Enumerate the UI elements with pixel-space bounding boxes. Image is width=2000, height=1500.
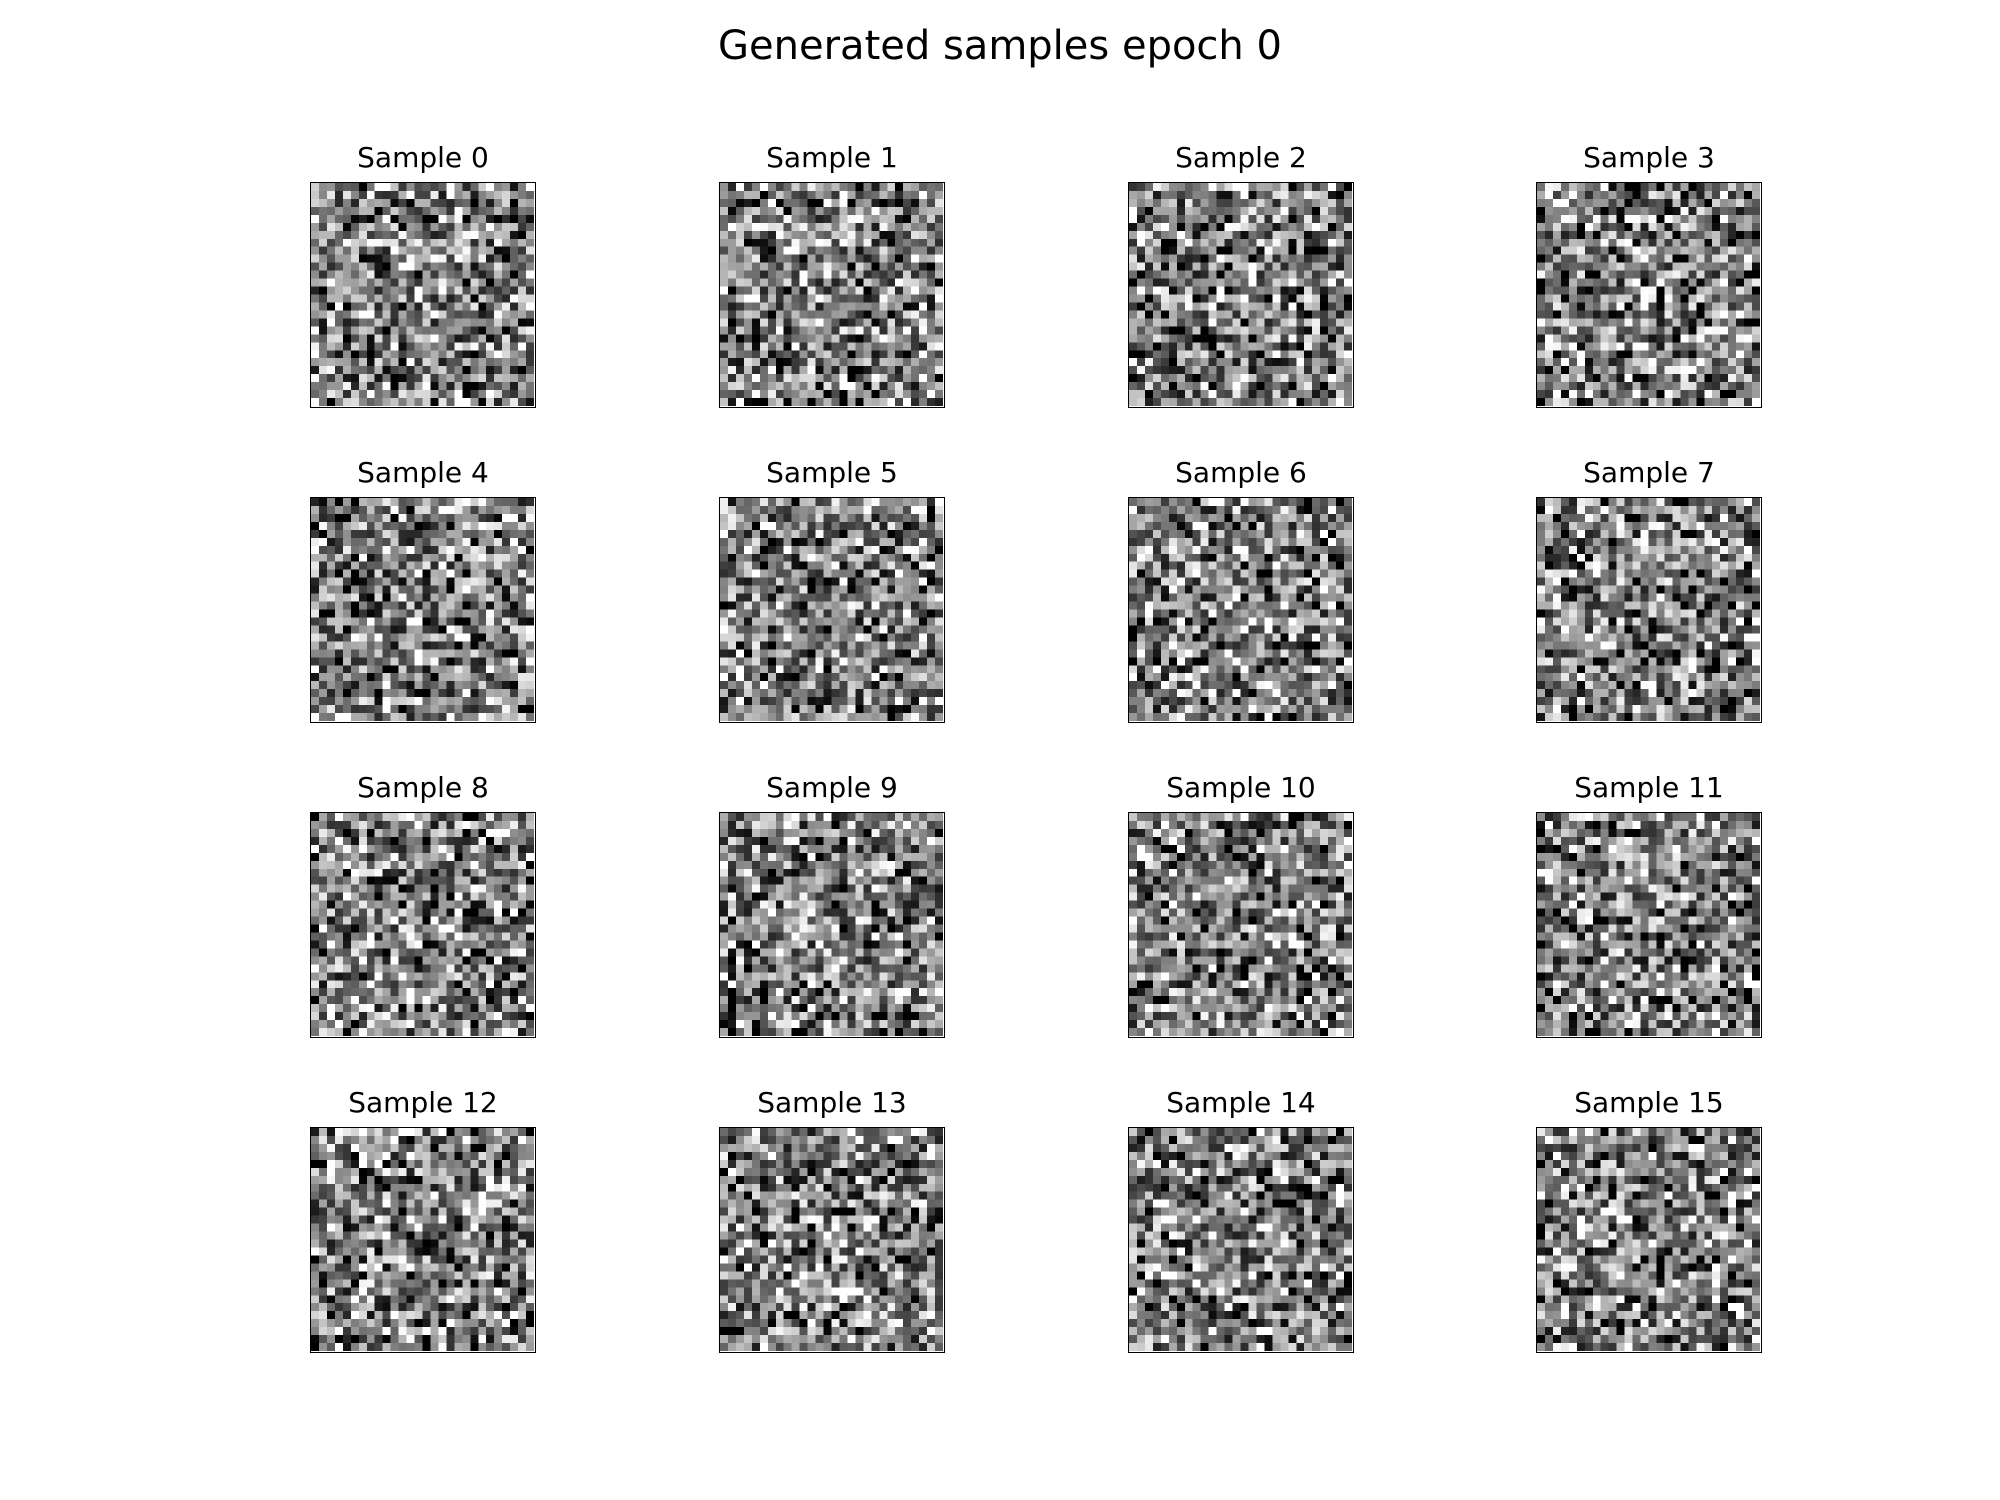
noise-image — [1129, 498, 1352, 721]
sample-title: Sample 5 — [766, 456, 898, 489]
sample-image — [1128, 497, 1354, 723]
sample-image — [1536, 812, 1762, 1038]
sample-image — [1128, 812, 1354, 1038]
sample-image — [719, 812, 945, 1038]
sample-image — [1536, 182, 1762, 408]
sample-title: Sample 9 — [766, 771, 898, 804]
sample-title: Sample 10 — [1166, 771, 1316, 804]
noise-image — [1129, 813, 1352, 1036]
sample-title: Sample 13 — [757, 1086, 907, 1119]
noise-image — [720, 813, 943, 1036]
noise-image — [1537, 498, 1760, 721]
sample-image — [719, 497, 945, 723]
noise-image — [720, 498, 943, 721]
noise-image — [311, 1128, 534, 1351]
sample-title: Sample 0 — [357, 141, 489, 174]
sample-image — [1536, 497, 1762, 723]
sample-title: Sample 7 — [1583, 456, 1715, 489]
sample-title: Sample 6 — [1175, 456, 1307, 489]
noise-image — [1537, 813, 1760, 1036]
sample-title: Sample 3 — [1583, 141, 1715, 174]
noise-image — [1537, 183, 1760, 406]
sample-title: Sample 15 — [1574, 1086, 1724, 1119]
sample-image — [719, 1127, 945, 1353]
sample-title: Sample 14 — [1166, 1086, 1316, 1119]
noise-image — [720, 183, 943, 406]
noise-image — [311, 813, 534, 1036]
sample-title: Sample 2 — [1175, 141, 1307, 174]
noise-image — [311, 183, 534, 406]
sample-image — [310, 1127, 536, 1353]
sample-image — [1128, 1127, 1354, 1353]
noise-image — [311, 498, 534, 721]
sample-image — [310, 812, 536, 1038]
sample-image — [310, 497, 536, 723]
sample-image — [1128, 182, 1354, 408]
noise-image — [1129, 1128, 1352, 1351]
sample-title: Sample 11 — [1574, 771, 1724, 804]
sample-title: Sample 8 — [357, 771, 489, 804]
sample-title: Sample 1 — [766, 141, 898, 174]
noise-image — [1129, 183, 1352, 406]
sample-title: Sample 12 — [348, 1086, 498, 1119]
sample-image — [719, 182, 945, 408]
figure-title: Generated samples epoch 0 — [718, 23, 1282, 69]
sample-title: Sample 4 — [357, 456, 489, 489]
sample-image — [310, 182, 536, 408]
noise-image — [1537, 1128, 1760, 1351]
sample-image — [1536, 1127, 1762, 1353]
noise-image — [720, 1128, 943, 1351]
